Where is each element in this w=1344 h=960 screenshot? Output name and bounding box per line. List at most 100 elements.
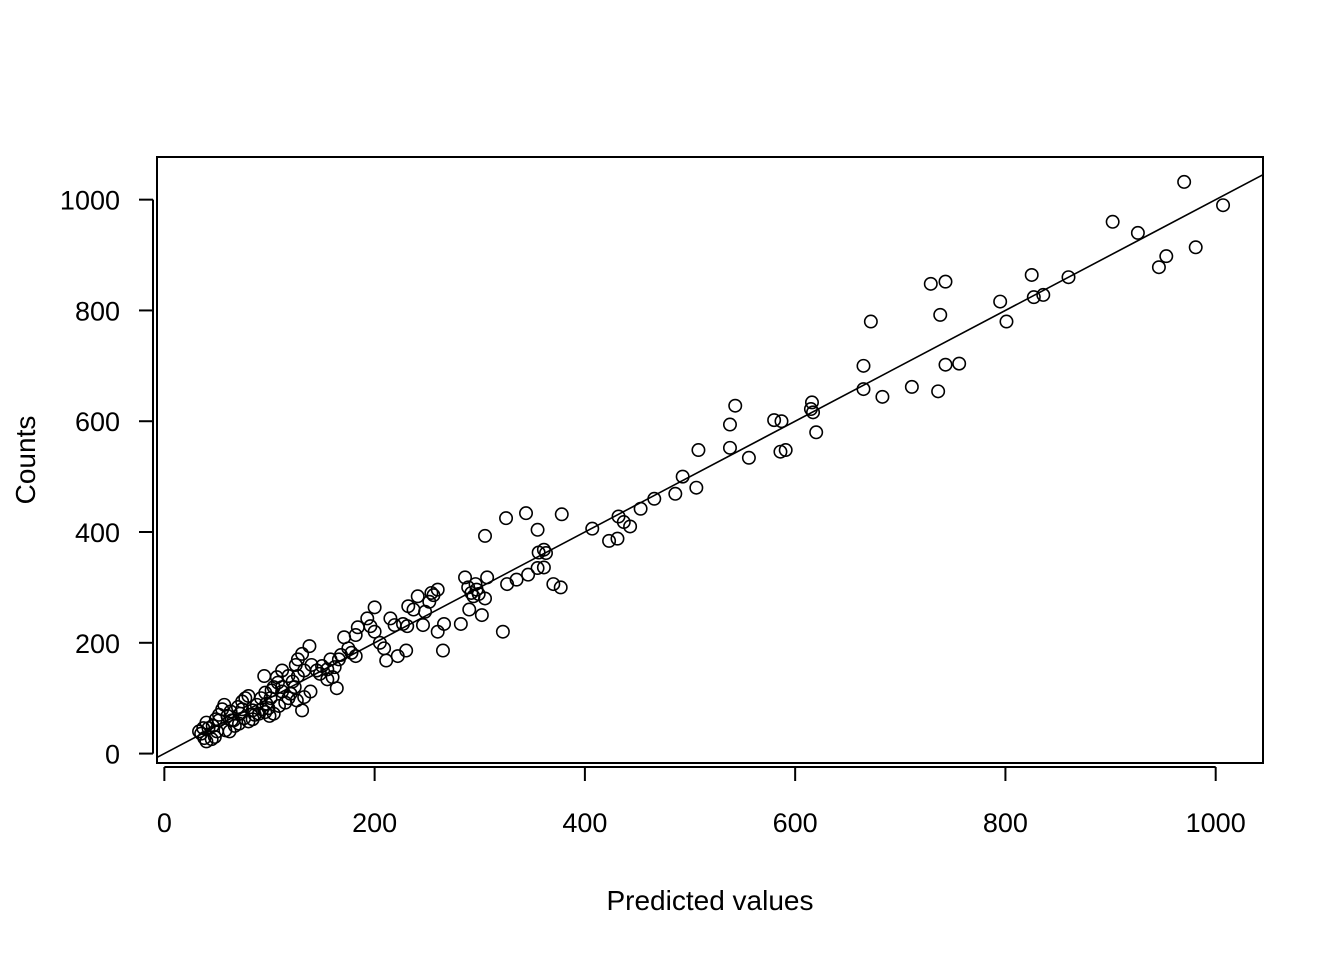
y-tick-label: 0 <box>105 740 120 770</box>
x-tick-label: 200 <box>352 808 397 838</box>
data-point <box>536 560 551 575</box>
data-point <box>809 425 824 440</box>
data-point <box>261 701 276 716</box>
y-tick-label: 1000 <box>60 186 120 216</box>
y-tick-label: 800 <box>75 296 120 326</box>
data-point <box>437 616 452 631</box>
data-point <box>478 591 493 606</box>
x-tick-label: 600 <box>773 808 818 838</box>
data-point <box>367 624 382 639</box>
y-tick-label: 400 <box>75 518 120 548</box>
data-points <box>192 174 1231 749</box>
data-point <box>197 731 212 746</box>
data-point <box>410 589 425 604</box>
x-tick-label: 800 <box>983 808 1028 838</box>
data-point <box>312 666 327 681</box>
data-point <box>993 294 1008 309</box>
data-point <box>495 624 510 639</box>
data-point <box>952 356 967 371</box>
data-point <box>675 469 690 484</box>
data-point <box>691 443 706 458</box>
data-point <box>923 276 938 291</box>
data-point <box>453 616 468 631</box>
x-tick-label: 400 <box>562 808 607 838</box>
data-point <box>647 491 662 506</box>
data-point <box>938 357 953 372</box>
data-point <box>418 604 433 619</box>
data-point <box>633 501 648 516</box>
data-point <box>474 608 489 623</box>
data-point <box>602 533 617 548</box>
x-axis: 0 200 400 600 800 1000 <box>157 766 1246 838</box>
data-point <box>623 519 638 534</box>
data-point <box>430 624 445 639</box>
data-point <box>379 653 394 668</box>
data-point <box>224 713 239 728</box>
data-point <box>804 395 819 410</box>
data-point <box>806 405 821 420</box>
data-point <box>741 450 756 465</box>
data-point <box>480 570 495 585</box>
data-point <box>530 522 545 537</box>
data-point <box>521 567 536 582</box>
data-point <box>1216 198 1231 213</box>
data-point <box>257 669 272 684</box>
data-point <box>767 413 782 428</box>
x-axis-title: Predicted values <box>606 885 813 916</box>
data-point <box>538 546 553 561</box>
data-point <box>295 703 310 718</box>
data-point <box>585 521 600 536</box>
data-point <box>1061 270 1076 285</box>
data-point <box>668 486 683 501</box>
data-point <box>803 402 818 417</box>
data-point <box>722 417 737 432</box>
data-point <box>689 480 704 495</box>
data-point <box>415 618 430 633</box>
data-point <box>235 702 250 717</box>
reference-line <box>156 174 1264 759</box>
data-point <box>531 545 546 560</box>
x-tick-label: 1000 <box>1186 808 1246 838</box>
data-point <box>337 630 352 645</box>
data-point <box>348 628 363 643</box>
data-point <box>258 705 273 720</box>
data-point <box>530 561 545 576</box>
data-point <box>931 384 946 399</box>
data-point <box>999 314 1014 329</box>
data-point <box>344 645 359 660</box>
data-point <box>348 649 363 664</box>
plot-frame <box>156 156 1264 764</box>
data-point <box>1177 174 1192 189</box>
data-point <box>933 307 948 322</box>
data-point <box>728 398 743 413</box>
data-point <box>774 414 789 429</box>
data-point <box>554 507 569 522</box>
data-point <box>1159 249 1174 264</box>
data-point <box>904 379 919 394</box>
data-point <box>247 707 262 722</box>
data-point <box>212 707 227 722</box>
data-point <box>458 570 473 585</box>
data-point <box>778 443 793 458</box>
data-point <box>424 585 439 600</box>
data-point <box>856 382 871 397</box>
data-point <box>500 577 515 592</box>
data-point <box>1130 225 1145 240</box>
data-point <box>323 652 338 667</box>
data-point <box>875 389 890 404</box>
data-point <box>610 531 625 546</box>
data-point <box>302 639 317 654</box>
data-point <box>1026 290 1041 305</box>
y-axis-title: Counts <box>10 416 41 505</box>
data-point <box>303 684 318 699</box>
data-point <box>519 506 534 521</box>
data-point <box>938 274 953 289</box>
data-point <box>287 680 302 695</box>
data-point <box>435 643 450 658</box>
data-point <box>1024 267 1039 282</box>
data-point <box>863 314 878 329</box>
data-point <box>1105 214 1120 229</box>
data-point <box>360 611 375 626</box>
data-point <box>478 528 493 543</box>
